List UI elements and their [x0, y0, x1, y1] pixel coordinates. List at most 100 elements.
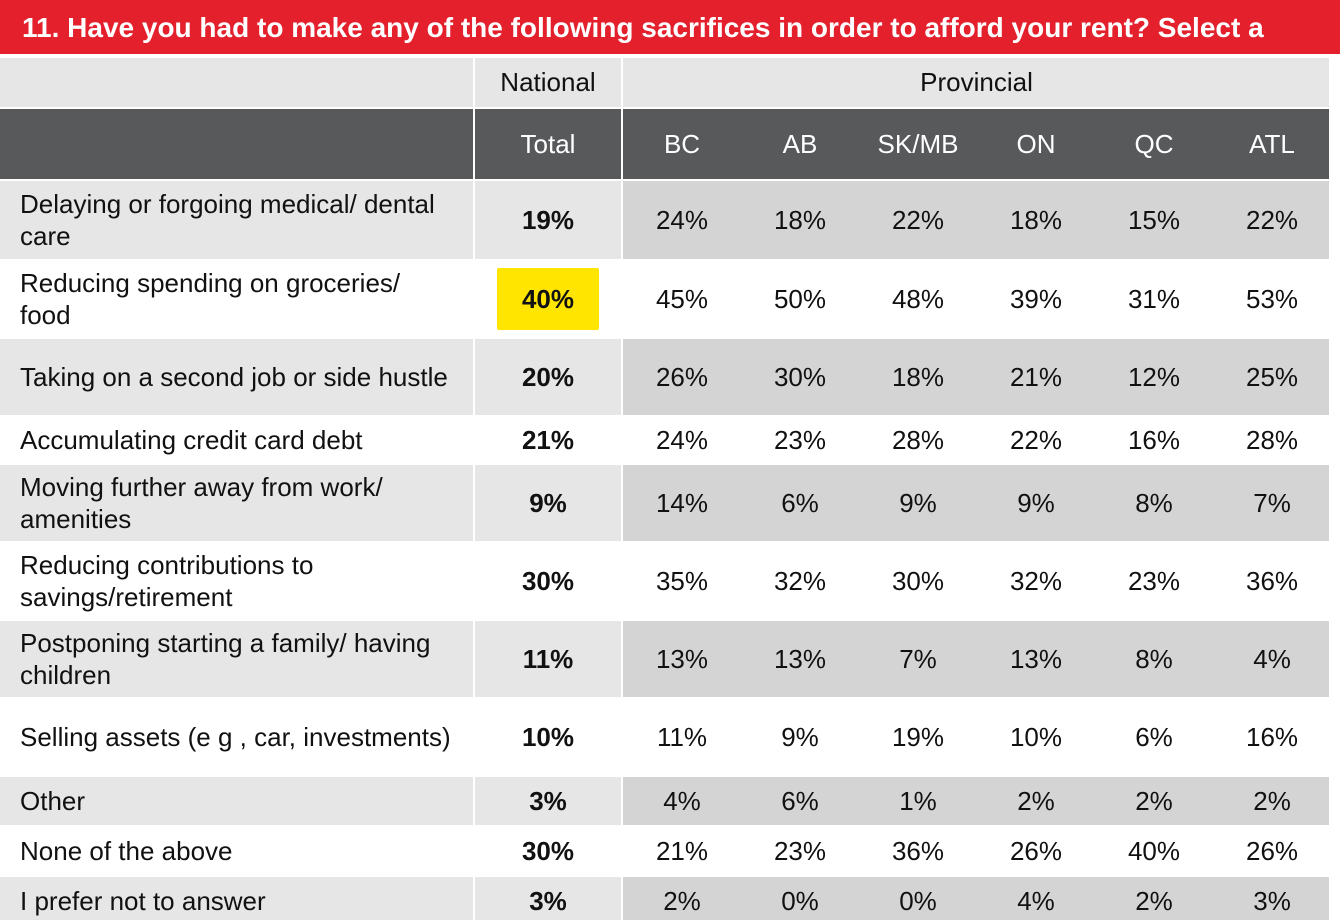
- cell-ab: 6%: [741, 464, 859, 543]
- highlighted-value: 40%: [497, 268, 599, 330]
- table-row: None of the above 30% 21% 23% 36% 26% 40% 26%: [0, 826, 1332, 877]
- question-title: 11. Have you had to make any of the foll…: [0, 0, 1340, 56]
- cell-total: 11%: [474, 620, 623, 699]
- cell-qc: 8%: [1095, 620, 1213, 699]
- column-header-blank: [0, 108, 475, 181]
- table-row: Moving further away from work/ amenities…: [0, 464, 1332, 543]
- results-table: National Provincial Total BC AB SK/MB ON…: [0, 58, 1333, 920]
- cell-sk-mb: 48%: [859, 260, 977, 339]
- cell-qc: 8%: [1095, 464, 1213, 543]
- cell-qc: 23%: [1095, 542, 1213, 621]
- row-label: Selling assets (e g , car, investments): [0, 698, 475, 777]
- row-label: Delaying or forgoing medical/ dental car…: [0, 180, 475, 261]
- table-row: Other 3% 4% 6% 1% 2% 2% 2%: [0, 776, 1332, 827]
- cell-sk-mb: 30%: [859, 542, 977, 621]
- cell-qc: 12%: [1095, 338, 1213, 417]
- cell-total: 40%: [474, 260, 623, 339]
- row-label: Reducing spending on groceries/ food: [0, 260, 475, 339]
- cell-total: 21%: [474, 416, 623, 465]
- cell-ab: 0%: [741, 876, 859, 920]
- row-label: Taking on a second job or side hustle: [0, 338, 475, 417]
- cell-sk-mb: 1%: [859, 776, 977, 827]
- table-row: I prefer not to answer 3% 2% 0% 0% 4% 2% 3%: [0, 876, 1332, 920]
- cell-on: 4%: [977, 876, 1095, 920]
- cell-total: 10%: [474, 698, 623, 777]
- right-edge-margin: [1331, 58, 1340, 920]
- cell-total: 30%: [474, 826, 623, 877]
- cell-bc: 21%: [622, 826, 741, 877]
- cell-qc: 40%: [1095, 826, 1213, 877]
- cell-atl: 22%: [1213, 180, 1332, 261]
- row-label: Accumulating credit card debt: [0, 416, 475, 465]
- cell-sk-mb: 36%: [859, 826, 977, 877]
- cell-bc: 2%: [622, 876, 741, 920]
- cell-bc: 24%: [622, 180, 741, 261]
- cell-atl: 7%: [1213, 464, 1332, 543]
- cell-on: 9%: [977, 464, 1095, 543]
- cell-on: 32%: [977, 542, 1095, 621]
- cell-sk-mb: 18%: [859, 338, 977, 417]
- cell-sk-mb: 7%: [859, 620, 977, 699]
- cell-atl: 25%: [1213, 338, 1332, 417]
- cell-qc: 15%: [1095, 180, 1213, 261]
- group-header-row: National Provincial: [0, 58, 1333, 109]
- cell-ab: 9%: [741, 698, 859, 777]
- cell-on: 21%: [977, 338, 1095, 417]
- cell-atl: 28%: [1213, 416, 1332, 465]
- group-header-national: National: [474, 58, 623, 109]
- cell-qc: 6%: [1095, 698, 1213, 777]
- cell-atl: 16%: [1213, 698, 1332, 777]
- cell-ab: 18%: [741, 180, 859, 261]
- cell-bc: 11%: [622, 698, 741, 777]
- cell-bc: 24%: [622, 416, 741, 465]
- cell-on: 39%: [977, 260, 1095, 339]
- table-row: Selling assets (e g , car, investments) 1…: [0, 698, 1332, 777]
- group-header-provincial: Provincial: [622, 58, 1333, 109]
- cell-bc: 14%: [622, 464, 741, 543]
- column-header-sk-mb: SK/MB: [859, 108, 977, 181]
- cell-ab: 32%: [741, 542, 859, 621]
- cell-atl: 3%: [1213, 876, 1332, 920]
- cell-bc: 26%: [622, 338, 741, 417]
- cell-qc: 2%: [1095, 776, 1213, 827]
- cell-sk-mb: 19%: [859, 698, 977, 777]
- cell-ab: 6%: [741, 776, 859, 827]
- cell-bc: 35%: [622, 542, 741, 621]
- cell-total: 9%: [474, 464, 623, 543]
- row-label: Other: [0, 776, 475, 827]
- table-row: Postponing starting a family/ having chi…: [0, 620, 1332, 699]
- cell-atl: 26%: [1213, 826, 1332, 877]
- table-row: Taking on a second job or side hustle 20%…: [0, 338, 1332, 417]
- table-row: Reducing spending on groceries/ food 40% 4…: [0, 260, 1332, 339]
- row-label: Moving further away from work/ amenities: [0, 464, 475, 543]
- column-header-ab: AB: [741, 108, 859, 181]
- cell-on: 18%: [977, 180, 1095, 261]
- cell-qc: 31%: [1095, 260, 1213, 339]
- column-header-row: Total BC AB SK/MB ON QC ATL: [0, 108, 1332, 181]
- cell-ab: 30%: [741, 338, 859, 417]
- group-header-blank: [0, 58, 475, 109]
- table-row: Accumulating credit card debt 21% 24% 23% 28…: [0, 416, 1332, 465]
- cell-qc: 2%: [1095, 876, 1213, 920]
- table-row: Delaying or forgoing medical/ dental car…: [0, 180, 1332, 261]
- cell-ab: 23%: [741, 826, 859, 877]
- cell-on: 26%: [977, 826, 1095, 877]
- cell-bc: 4%: [622, 776, 741, 827]
- row-label: Reducing contributions to savings/retire…: [0, 542, 475, 621]
- cell-total: 3%: [474, 776, 623, 827]
- cell-ab: 50%: [741, 260, 859, 339]
- cell-atl: 53%: [1213, 260, 1332, 339]
- cell-atl: 4%: [1213, 620, 1332, 699]
- cell-sk-mb: 22%: [859, 180, 977, 261]
- cell-total: 30%: [474, 542, 623, 621]
- column-header-qc: QC: [1095, 108, 1213, 181]
- cell-bc: 45%: [622, 260, 741, 339]
- cell-atl: 36%: [1213, 542, 1332, 621]
- right-edge-divider: [1329, 58, 1331, 920]
- cell-on: 10%: [977, 698, 1095, 777]
- column-header-bc: BC: [622, 108, 741, 181]
- row-label: I prefer not to answer: [0, 876, 475, 920]
- table-row: Reducing contributions to savings/retire…: [0, 542, 1332, 621]
- row-label: None of the above: [0, 826, 475, 877]
- cell-total: 3%: [474, 876, 623, 920]
